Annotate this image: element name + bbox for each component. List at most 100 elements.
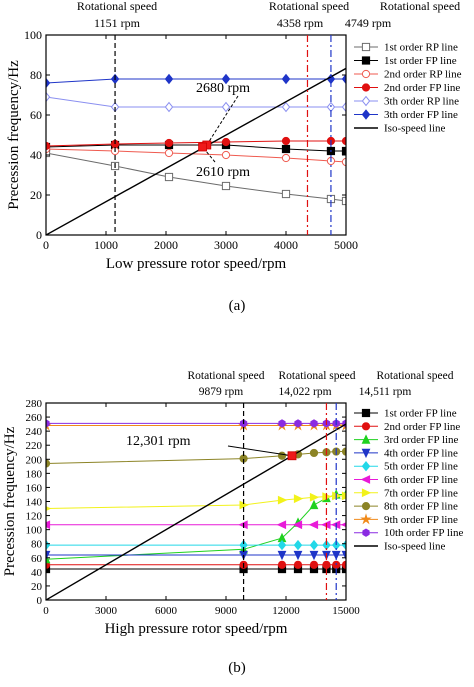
- legend-marker-1: [361, 408, 371, 418]
- speed-line-value-2: 4358 rpm: [277, 16, 324, 30]
- data-point-series-7: [277, 495, 288, 505]
- panel-a-chart: 0 1000 2000 3000 4000 5000 0 20 40 60 80 100 Low pre…: [6, 0, 462, 314]
- data-point-series-5: [341, 101, 346, 113]
- legend-label-9: 9th order FP line: [384, 514, 458, 526]
- data-point-series-6: [281, 73, 291, 85]
- panel-b-label: (b): [228, 660, 246, 676]
- data-point-series-5: [164, 101, 174, 113]
- x-tick-label: 2000: [154, 238, 178, 252]
- x-tick-label: 15000: [332, 605, 360, 617]
- data-point-series-4: [46, 550, 51, 561]
- data-point-series-5: [281, 101, 291, 113]
- legend-marker-10: [362, 528, 370, 537]
- speed-line-title-3: Rotational speed: [377, 370, 454, 382]
- series-line-7: [46, 67, 346, 235]
- speed-line-title-1: Rotational speed: [188, 370, 265, 382]
- legend-marker-7: [361, 488, 372, 498]
- y-axis-title: Precession frequency/Hz: [6, 60, 22, 210]
- y-tick-label: 40: [31, 567, 43, 579]
- y-tick-label: 80: [31, 539, 43, 551]
- data-point-series-5: [46, 91, 51, 103]
- legend-label-6: 6th order FP line: [384, 474, 458, 486]
- legend-label-4: 2nd order FP line: [384, 82, 460, 94]
- data-point-series-2: [281, 144, 291, 154]
- data-point-series-10: [294, 419, 302, 428]
- speed-line-title-3: Rotational speed: [380, 0, 460, 13]
- legend-label-2: 2nd order FP line: [384, 421, 460, 433]
- legend-marker-6: [361, 109, 371, 120]
- legend-marker-4: [361, 83, 371, 92]
- x-tick-label: 3000: [95, 605, 118, 617]
- legend-label-5: 5th order FP line: [384, 461, 458, 473]
- data-point-series-1: [164, 172, 174, 182]
- data-point-series-6: [46, 520, 51, 530]
- legend-marker-6: [360, 475, 371, 484]
- y-tick-label: 220: [26, 440, 43, 452]
- series-line-5: [46, 96, 346, 108]
- y-tick-label: 200: [26, 454, 43, 466]
- annotation-label-1: 12,301 rpm: [126, 434, 191, 449]
- data-point-series-5: [293, 539, 303, 551]
- data-point-series-6: [221, 73, 231, 85]
- y-tick-label: 0: [36, 228, 42, 242]
- data-point-series-6: [292, 520, 303, 530]
- legend-label-7: 7th order FP line: [384, 487, 458, 499]
- x-tick-label: 12000: [272, 605, 300, 617]
- data-point-series-4: [293, 550, 303, 561]
- data-point-series-4: [221, 137, 231, 147]
- speed-line-value-1: 1151 rpm: [94, 16, 141, 30]
- y-tick-label: 100: [26, 525, 43, 537]
- data-point-series-5: [309, 539, 319, 551]
- annotation-label-2: 2610 rpm: [196, 165, 250, 180]
- legend-label-3: 2nd order RP line: [384, 69, 462, 81]
- speed-line-value-3: 4749 rpm: [345, 16, 392, 30]
- speed-line-value-3: 14,511 rpm: [359, 386, 412, 398]
- legend-marker-3: [361, 434, 371, 444]
- legend-label-2: 1st order FP line: [384, 55, 457, 67]
- speed-line-title-2: Rotational speed: [269, 0, 349, 13]
- y-tick-label: 60: [31, 553, 43, 565]
- legend-label-7: Iso-speed line: [384, 123, 446, 135]
- y-tick-label: 60: [30, 108, 42, 122]
- data-point-series-8: [277, 451, 287, 460]
- x-axis-title: High pressure rotor speed/rpm: [105, 621, 288, 637]
- legend-marker-5: [361, 461, 371, 472]
- legend-label-1: 1st order FP line: [384, 408, 457, 420]
- data-point-series-5: [277, 539, 287, 551]
- data-point-series-10: [278, 419, 286, 428]
- legend-marker-2: [361, 56, 371, 65]
- data-point-series-6: [308, 520, 319, 530]
- x-tick-label: 9000: [215, 605, 238, 617]
- y-tick-label: 160: [26, 482, 43, 494]
- data-point-series-10: [46, 419, 50, 428]
- y-tick-label: 80: [30, 68, 42, 82]
- data-point-series-3: [164, 148, 174, 158]
- panel-b-chart: 0 3000 6000 9000 12000 1500002040608010012014…: [2, 370, 463, 676]
- speed-line-value-1: 9879 rpm: [199, 386, 243, 398]
- y-tick-label: 260: [26, 412, 43, 424]
- y-tick-label: 180: [26, 468, 43, 480]
- legend-label-10: 10th order FP line: [384, 527, 463, 539]
- y-tick-label: 100: [24, 28, 42, 42]
- x-tick-label: 0: [43, 605, 49, 617]
- data-point-series-8: [309, 448, 319, 458]
- legend-label-4: 4th order FP line: [384, 447, 458, 459]
- data-point-series-2: [277, 560, 287, 569]
- legend-marker-1: [361, 42, 371, 52]
- x-tick-label: 1000: [94, 238, 118, 252]
- y-tick-label: 240: [26, 426, 43, 438]
- annotation-label-1: 2680 rpm: [196, 81, 250, 96]
- data-point-series-10: [310, 419, 318, 428]
- data-point-series-6: [341, 73, 346, 85]
- x-tick-label: 3000: [214, 238, 238, 252]
- y-tick-label: 40: [30, 148, 42, 162]
- y-tick-label: 280: [26, 398, 43, 410]
- data-point-series-5: [221, 101, 231, 113]
- legend-marker-2: [361, 422, 371, 431]
- data-point-series-3: [46, 553, 51, 564]
- x-tick-label: 6000: [155, 605, 178, 617]
- legend-marker-5: [361, 95, 371, 107]
- y-tick-label: 20: [31, 581, 43, 593]
- x-tick-label: 4000: [274, 238, 298, 252]
